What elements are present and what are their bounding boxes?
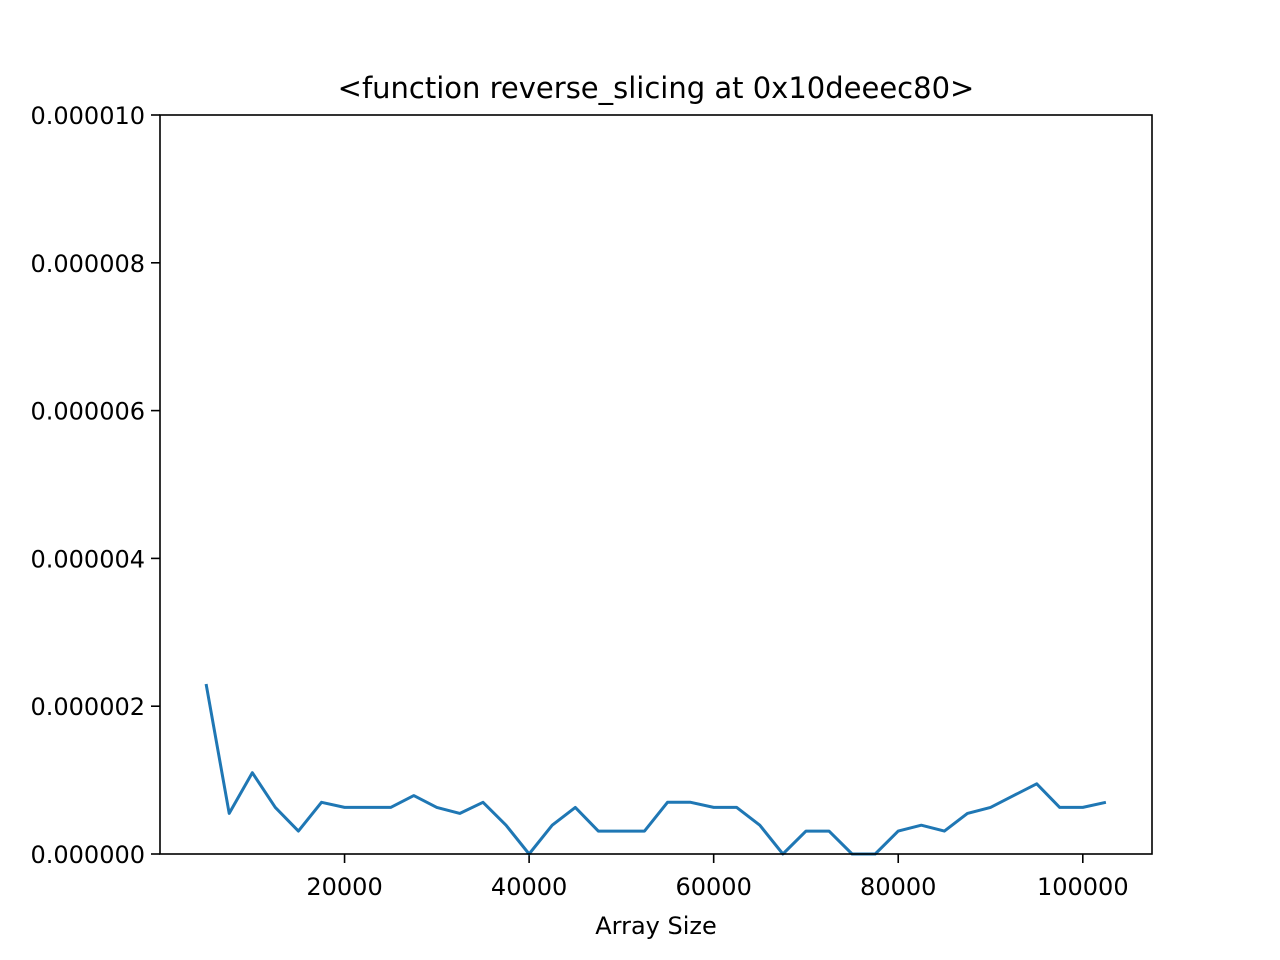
y-tick-label: 0.000000 — [30, 841, 145, 869]
x-tick-label: 100000 — [1037, 873, 1129, 901]
x-tick-label: 80000 — [860, 873, 936, 901]
x-axis-ticks: 20000 40000 60000 80000 100000 — [306, 854, 1129, 901]
x-axis-label: Array Size — [595, 912, 717, 940]
x-tick-label: 40000 — [491, 873, 567, 901]
series-line — [204, 683, 1107, 856]
plot-frame — [159, 114, 1153, 855]
y-tick-label: 0.000004 — [30, 545, 145, 573]
x-tick-label: 60000 — [675, 873, 751, 901]
y-tick-label: 0.000008 — [30, 250, 145, 278]
y-tick-label: 0.000010 — [30, 102, 145, 130]
chart-title: <function reverse_slicing at 0x10deeec80… — [338, 71, 975, 105]
x-tick-label: 20000 — [306, 873, 382, 901]
y-axis-ticks: 0.000000 0.000002 0.000004 0.000006 0.000008… — [30, 102, 160, 869]
plot-background — [160, 115, 1152, 854]
y-tick-label: 0.000006 — [30, 398, 145, 426]
y-tick-label: 0.000002 — [30, 693, 145, 721]
